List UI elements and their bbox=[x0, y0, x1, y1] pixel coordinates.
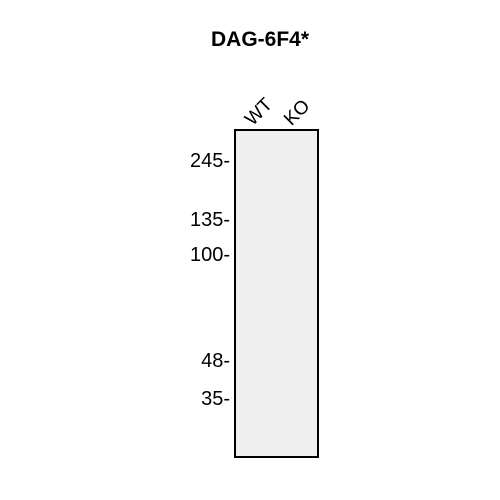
western-blot-membrane bbox=[234, 129, 319, 458]
blot-title: DAG-6F4* bbox=[211, 28, 310, 51]
marker-245: 245- bbox=[189, 150, 230, 172]
lane-label-wt: WT bbox=[241, 94, 277, 130]
marker-35: 35- bbox=[201, 388, 230, 410]
marker-100: 100- bbox=[189, 244, 230, 266]
lane-label-ko: KO bbox=[280, 95, 315, 130]
marker-135: 135- bbox=[189, 209, 230, 231]
marker-48: 48- bbox=[201, 350, 230, 372]
